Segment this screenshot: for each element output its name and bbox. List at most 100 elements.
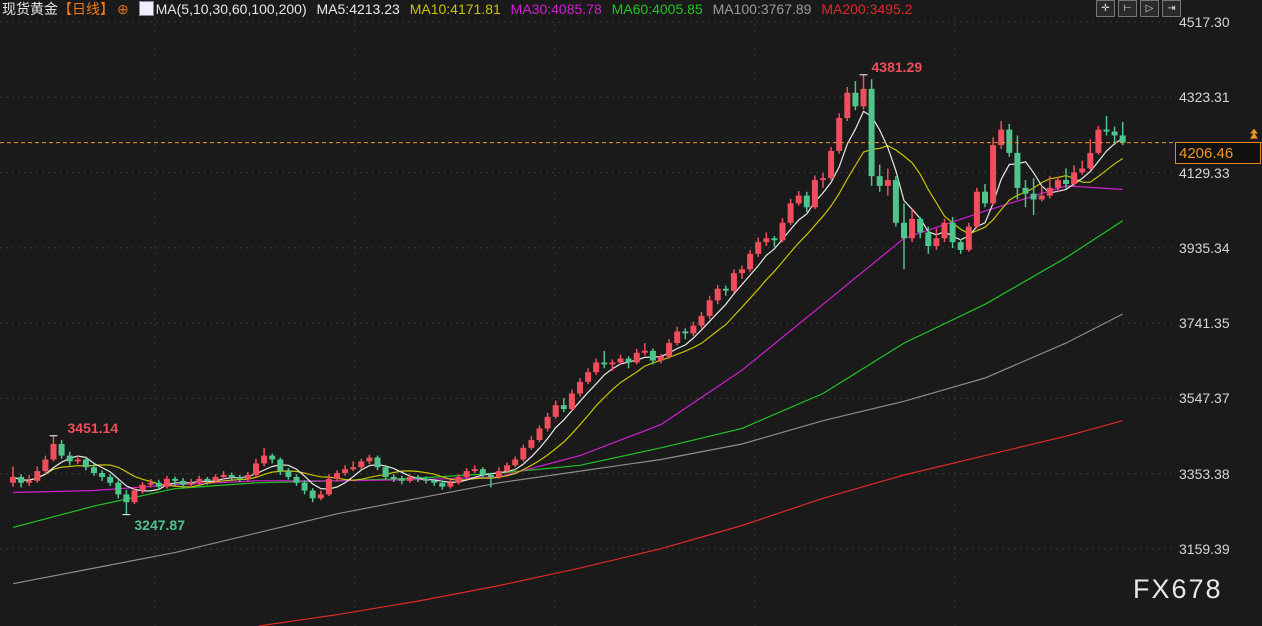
candle-down bbox=[390, 476, 397, 479]
candle-up bbox=[406, 476, 413, 481]
candle-up bbox=[496, 471, 502, 477]
candle-up bbox=[528, 440, 535, 448]
candle-up bbox=[658, 356, 664, 361]
candle-down bbox=[309, 490, 316, 499]
candle-up bbox=[755, 242, 762, 254]
candle-down bbox=[1022, 187, 1029, 194]
candle-up bbox=[884, 180, 891, 186]
candle-up bbox=[512, 459, 519, 466]
ma30-line bbox=[12, 185, 1123, 494]
indicator-icon[interactable] bbox=[138, 1, 154, 16]
candle-up bbox=[585, 372, 592, 382]
candle-up bbox=[633, 352, 640, 363]
candle-up bbox=[261, 455, 268, 464]
candle-down bbox=[172, 478, 178, 481]
candle-down bbox=[107, 476, 114, 483]
candle-up bbox=[366, 457, 373, 462]
ma10-line bbox=[12, 145, 1124, 488]
exit-icon[interactable]: ⇥ bbox=[1162, 0, 1181, 17]
candle-up bbox=[212, 476, 219, 481]
candle-down bbox=[66, 455, 73, 462]
candle-up bbox=[763, 238, 770, 243]
candle-down bbox=[487, 475, 494, 477]
candle-down bbox=[439, 482, 446, 487]
ma5-value: MA5:4213.23 bbox=[316, 1, 400, 17]
candle-up bbox=[10, 476, 16, 483]
candle-up bbox=[828, 150, 835, 179]
period-switch-icon[interactable]: ⊕ bbox=[117, 1, 129, 17]
candle-down bbox=[82, 459, 89, 468]
candle-up bbox=[34, 471, 41, 481]
candle-down bbox=[293, 476, 300, 483]
candle-up bbox=[795, 195, 802, 204]
candle-up bbox=[641, 350, 648, 353]
candle-up bbox=[317, 494, 324, 499]
candle-down bbox=[1030, 193, 1037, 200]
candle-down bbox=[1119, 135, 1126, 143]
candle-down bbox=[1103, 129, 1110, 132]
play-icon[interactable]: ▷ bbox=[1140, 0, 1159, 17]
candle-up bbox=[965, 226, 972, 250]
price-marker-icon bbox=[1250, 128, 1258, 139]
chart-header: 现货黄金【日线】 ⊕ MA(5,10,30,60,100,200) MA5:421… bbox=[2, 0, 918, 18]
candle-down bbox=[901, 222, 907, 239]
axis-zoom-icon[interactable]: ⊢ bbox=[1118, 0, 1137, 17]
chart-toolbar: ✛ ⊢ ▷ ⇥ bbox=[1096, 0, 1181, 17]
candle-up bbox=[342, 469, 349, 474]
candle-down bbox=[560, 405, 567, 410]
candle-up bbox=[698, 315, 705, 326]
candle-down bbox=[269, 455, 276, 460]
ma60-value: MA60:4005.85 bbox=[611, 1, 703, 17]
ma100-value: MA100:3767.89 bbox=[712, 1, 812, 17]
watermark-logo: FX678 bbox=[1133, 574, 1223, 604]
candle-up bbox=[471, 469, 478, 472]
candle-down bbox=[925, 232, 932, 247]
candle-up bbox=[690, 325, 697, 334]
candle-down bbox=[423, 478, 430, 481]
candle-down bbox=[868, 88, 875, 177]
candle-down bbox=[803, 195, 810, 208]
candle-down bbox=[91, 467, 97, 474]
low-annotation: 3247.87 bbox=[134, 516, 185, 533]
y-tick-label: 4517.30 bbox=[1179, 14, 1230, 30]
candle-up bbox=[220, 475, 227, 477]
candle-down bbox=[277, 459, 284, 472]
ma200-value: MA200:3495.2 bbox=[821, 1, 913, 17]
candle-up bbox=[811, 180, 818, 208]
candle-up bbox=[504, 465, 511, 472]
candle-down bbox=[228, 475, 235, 477]
candle-up bbox=[998, 129, 1005, 146]
candle-down bbox=[374, 457, 381, 468]
crosshair-icon[interactable]: ✛ bbox=[1096, 0, 1115, 17]
y-tick-label: 3159.39 bbox=[1179, 540, 1230, 557]
candle-up bbox=[334, 473, 340, 479]
candle-down bbox=[852, 92, 859, 107]
candle-up bbox=[593, 362, 600, 373]
period-label[interactable]: 【日线】 bbox=[58, 1, 114, 17]
candle-up bbox=[544, 416, 551, 429]
candle-up bbox=[714, 288, 721, 301]
candle-down bbox=[115, 482, 122, 495]
candle-up bbox=[787, 203, 794, 223]
candle-down bbox=[180, 480, 187, 485]
candle-down bbox=[957, 242, 964, 250]
candle-down bbox=[479, 469, 486, 476]
y-tick-label: 3547.37 bbox=[1179, 390, 1230, 407]
left-high-annotation: 3451.14 bbox=[67, 419, 119, 436]
ma-definition: MA(5,10,30,60,100,200) bbox=[155, 1, 307, 17]
last-price-label: 4206.46 bbox=[1175, 141, 1261, 164]
ma100-line bbox=[12, 313, 1123, 585]
candle-up bbox=[244, 475, 251, 479]
candle-up bbox=[325, 478, 332, 495]
y-tick-label: 3353.38 bbox=[1179, 465, 1230, 482]
candle-down bbox=[601, 362, 608, 365]
candle-up bbox=[617, 358, 624, 363]
candle-up bbox=[196, 478, 203, 483]
candle-up bbox=[139, 484, 146, 491]
candle-down bbox=[1111, 131, 1118, 136]
candle-up bbox=[909, 218, 916, 239]
y-tick-label: 4129.33 bbox=[1179, 164, 1230, 181]
candle-up bbox=[1079, 168, 1086, 173]
candle-up bbox=[455, 476, 462, 483]
